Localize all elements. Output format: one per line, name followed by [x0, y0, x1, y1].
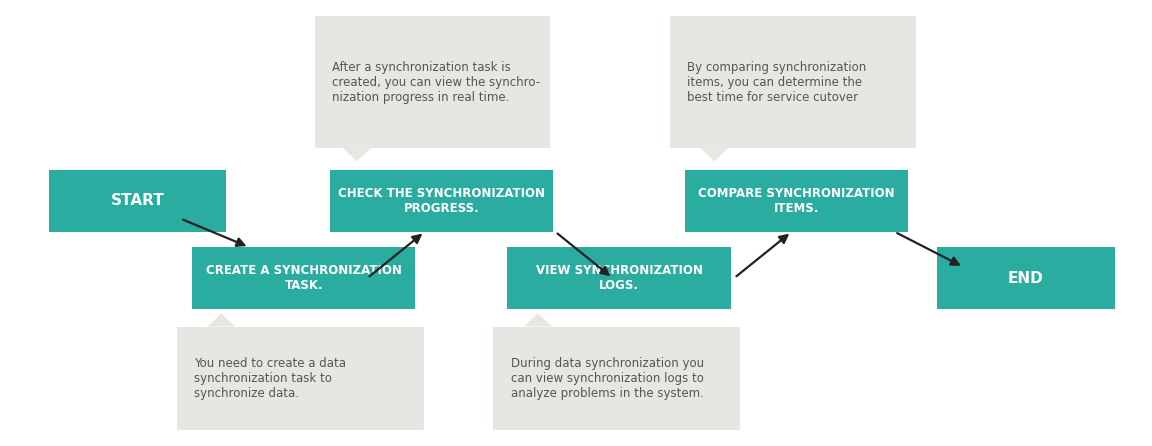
Polygon shape — [207, 313, 235, 326]
FancyBboxPatch shape — [48, 170, 226, 232]
Text: After a synchronization task is
created, you can view the synchro-
nization prog: After a synchronization task is created,… — [332, 61, 540, 103]
Text: CHECK THE SYNCHRONIZATION
PROGRESS.: CHECK THE SYNCHRONIZATION PROGRESS. — [338, 187, 545, 215]
FancyBboxPatch shape — [507, 247, 730, 309]
Text: END: END — [1008, 271, 1044, 285]
Text: START: START — [111, 194, 165, 208]
FancyBboxPatch shape — [493, 326, 740, 430]
Text: During data synchronization you
can view synchronization logs to
analyze problem: During data synchronization you can view… — [510, 357, 704, 400]
FancyBboxPatch shape — [937, 247, 1115, 309]
Polygon shape — [524, 313, 552, 326]
Text: CREATE A SYNCHRONIZATION
TASK.: CREATE A SYNCHRONIZATION TASK. — [206, 264, 402, 292]
Text: VIEW SYNCHRONIZATION
LOGS.: VIEW SYNCHRONIZATION LOGS. — [536, 264, 703, 292]
FancyBboxPatch shape — [329, 170, 553, 232]
FancyBboxPatch shape — [177, 326, 424, 430]
Polygon shape — [700, 148, 728, 161]
Text: By comparing synchronization
items, you can determine the
best time for service : By comparing synchronization items, you … — [688, 61, 866, 103]
FancyBboxPatch shape — [685, 170, 909, 232]
FancyBboxPatch shape — [192, 247, 416, 309]
Text: COMPARE SYNCHRONIZATION
ITEMS.: COMPARE SYNCHRONIZATION ITEMS. — [698, 187, 895, 215]
FancyBboxPatch shape — [670, 16, 917, 148]
Text: You need to create a data
synchronization task to
synchronize data.: You need to create a data synchronizatio… — [195, 357, 347, 400]
Polygon shape — [343, 148, 371, 161]
FancyBboxPatch shape — [314, 16, 550, 148]
